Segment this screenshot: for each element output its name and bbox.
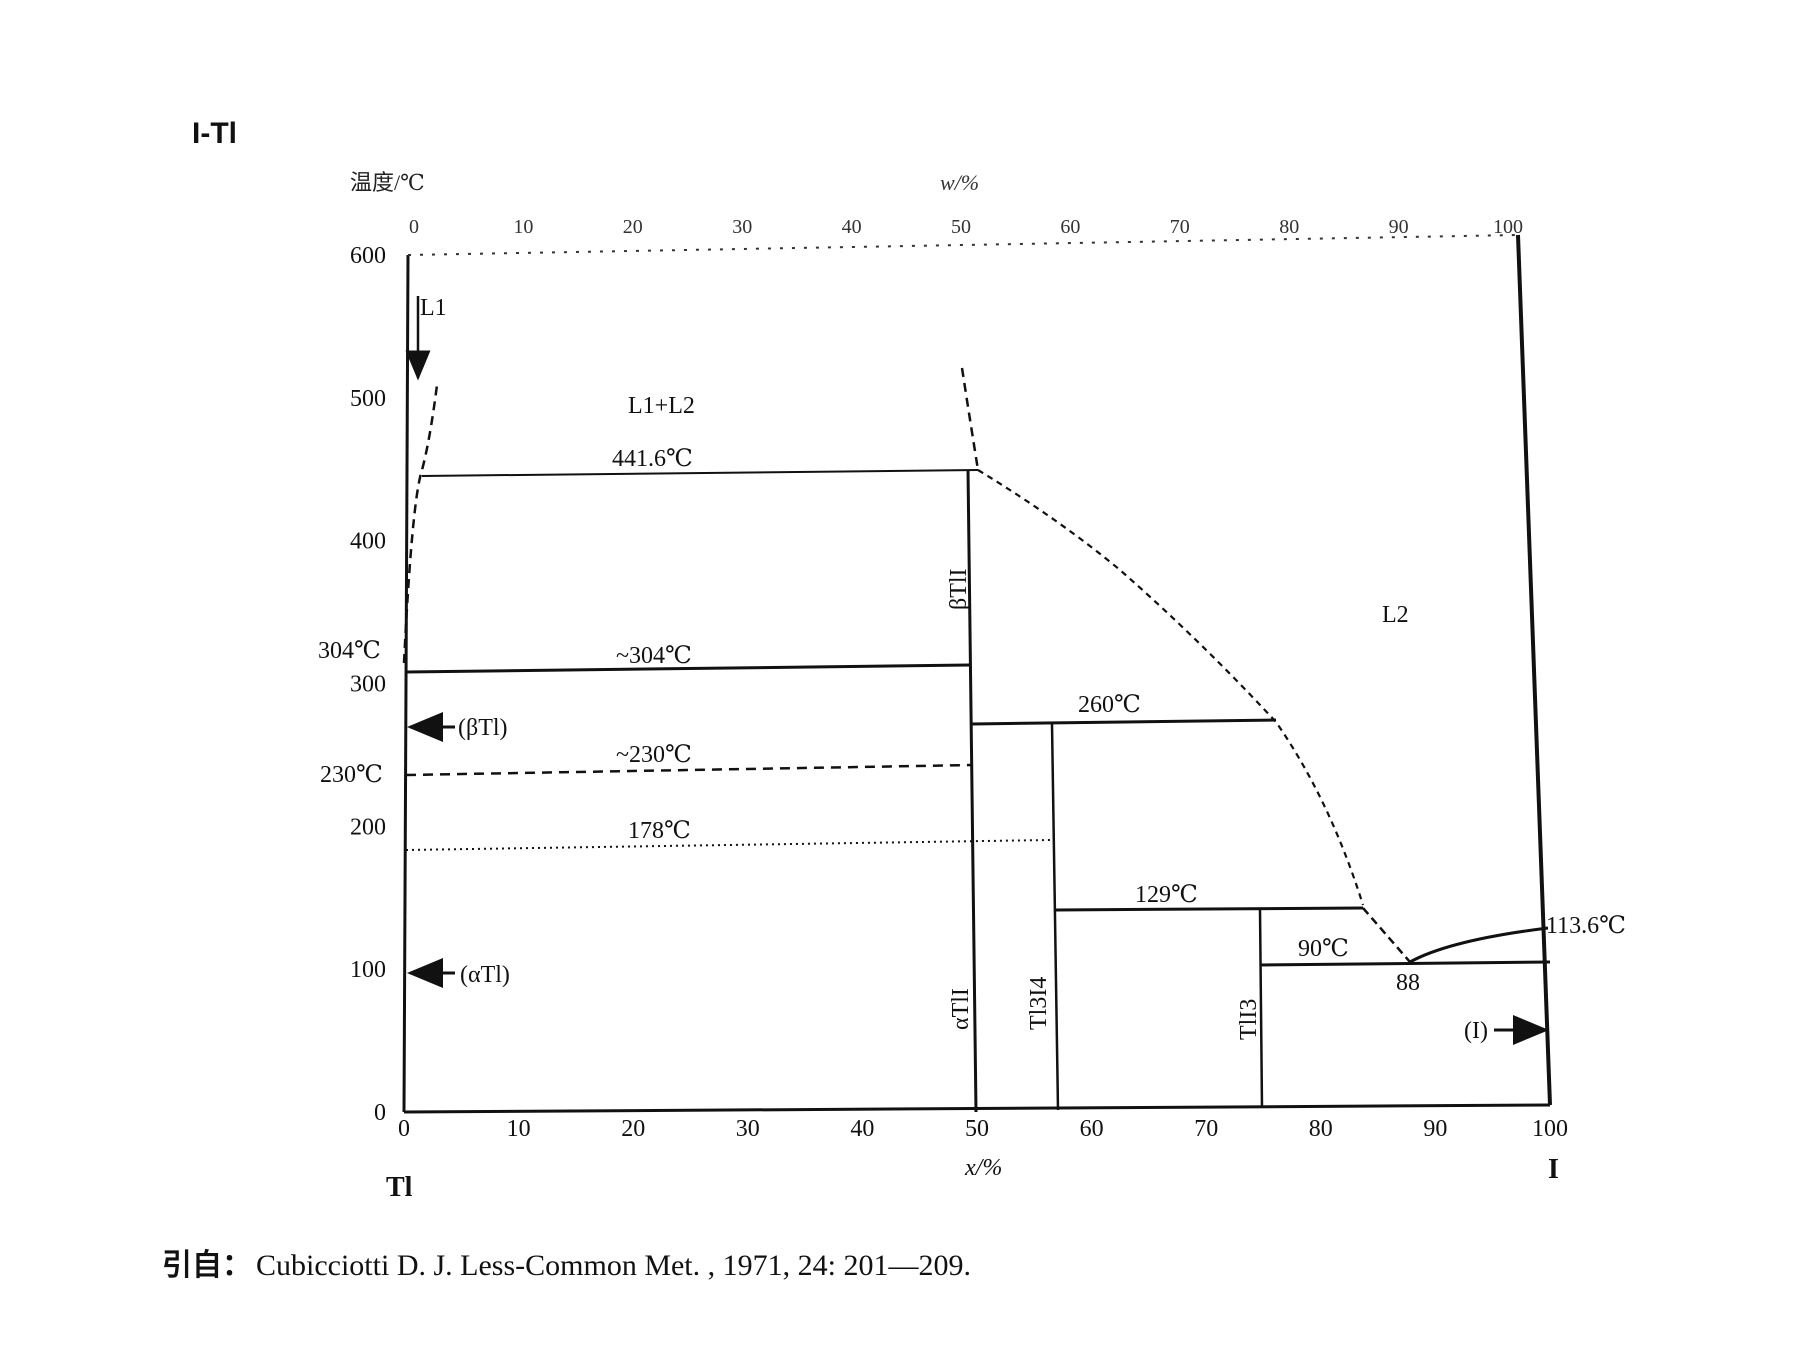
x-tick-label-top: 30: [732, 216, 752, 238]
isotherm-label-90: 90℃: [1298, 936, 1349, 962]
y-tick-label: 500: [350, 386, 386, 412]
isotherm-230: [405, 763, 973, 777]
x-tick-label-bottom: 90: [1423, 1116, 1447, 1142]
x-tick-label-top: 40: [842, 216, 862, 238]
compound-label-beta-tli: βTlI: [946, 568, 972, 610]
isotherm-label-260: 260℃: [1078, 692, 1141, 718]
left-label-230: 230℃: [320, 762, 383, 788]
isotherm-label-441: 441.6℃: [612, 446, 693, 472]
region-label-l1: L1: [420, 295, 447, 321]
y-tick-label: 0: [374, 1100, 386, 1126]
liquidus-to-eutectic: [1362, 907, 1411, 963]
x-tick-labels-top: 0 10 20 30 40 50 60 70 80 90 100: [409, 216, 1523, 238]
system-title: I-Tl: [192, 117, 237, 150]
compound-label-tli3: TlI3: [1236, 999, 1262, 1040]
x-tick-label-top: 10: [513, 216, 533, 238]
x-tick-label-bottom: 80: [1309, 1116, 1333, 1142]
tli-compound-line: [966, 469, 978, 1113]
left-element-label: Tl: [386, 1172, 413, 1203]
x-tick-label-top: 80: [1279, 216, 1299, 238]
isotherm-129: [1055, 906, 1364, 912]
right-element-label: I: [1548, 1154, 1559, 1185]
isotherm-label-230: ~230℃: [616, 742, 692, 768]
x-tick-labels-bottom: 0 10 20 30 40 50 60 70 80 90 100: [398, 1116, 1568, 1142]
x-tick-label-top: 20: [623, 216, 643, 238]
x-tick-label-bottom: 0: [398, 1116, 410, 1142]
phase-label-iodine: (I): [1464, 1018, 1488, 1044]
right-axis: [1516, 234, 1552, 1106]
x-tick-label-bottom: 40: [850, 1116, 874, 1142]
x-tick-label-top: 70: [1170, 216, 1190, 238]
isotherm-260: [971, 718, 1277, 726]
x-axis-bottom-label: x/%: [964, 1155, 1002, 1181]
x-tick-label-top: 0: [409, 216, 419, 238]
x-tick-label-bottom: 60: [1080, 1116, 1104, 1142]
miscibility-gap-boundary: [960, 367, 980, 471]
y-tick-label: 600: [350, 243, 386, 269]
x-tick-label-top: 100: [1493, 216, 1523, 238]
y-tick-label: 100: [350, 957, 386, 983]
y-tick-labels: 0 100 200 300 400 500 600: [350, 243, 386, 1126]
compound-label-tl3i4: Tl3I4: [1026, 977, 1052, 1030]
x-tick-label-bottom: 100: [1532, 1116, 1568, 1142]
isotherm-441: [421, 469, 979, 477]
y-tick-label: 400: [350, 529, 386, 555]
phase-label-beta-tl: (βTl): [458, 715, 508, 741]
x-tick-label-top: 50: [951, 216, 971, 238]
top-axis: [407, 234, 1519, 256]
isotherm-label-129: 129℃: [1135, 882, 1198, 908]
left-axis: [402, 254, 410, 1113]
phase-boundaries: [402, 367, 1551, 1113]
isotherm-304: [405, 663, 971, 674]
x-tick-label-top: 60: [1060, 216, 1080, 238]
x-tick-label-bottom: 70: [1194, 1116, 1218, 1142]
citation-text: Cubicciotti D. J. Less-Common Met. , 197…: [256, 1249, 971, 1282]
isotherm-label-304: ~304℃: [616, 643, 692, 669]
x-axis-top-label: w/%: [940, 170, 979, 195]
x-tick-label-top: 90: [1389, 216, 1409, 238]
y-tick-label: 200: [350, 814, 386, 840]
iodine-liquidus: [1409, 926, 1549, 964]
x-tick-label-bottom: 20: [621, 1116, 645, 1142]
tl3i4-compound-line: [1050, 723, 1060, 1111]
x-tick-label-bottom: 50: [965, 1116, 989, 1142]
y-axis-label: 温度/℃: [350, 170, 425, 195]
y-tick-label: 300: [350, 672, 386, 698]
x-tick-label-bottom: 10: [507, 1116, 531, 1142]
isotherm-label-178: 178℃: [628, 818, 691, 844]
tli3-compound-line: [1258, 909, 1264, 1109]
right-label-113: 113.6℃: [1546, 913, 1626, 939]
x-tick-label-bottom: 30: [736, 1116, 760, 1142]
eutectic-label-88: 88: [1396, 970, 1420, 996]
isotherm-178: [405, 839, 1051, 851]
region-label-l2: L2: [1382, 602, 1409, 628]
citation-prefix: 引自：: [162, 1249, 252, 1282]
phase-label-alpha-tl: (αTl): [460, 962, 510, 988]
left-label-304: 304℃: [318, 638, 381, 664]
isotherm-90: [1259, 960, 1551, 967]
region-label-l1-l2: L1+L2: [628, 393, 695, 419]
compound-label-alpha-tli: αTlI: [948, 988, 974, 1030]
tl-liquidus-line: [402, 384, 439, 664]
liquidus-curve: [977, 469, 1365, 906]
